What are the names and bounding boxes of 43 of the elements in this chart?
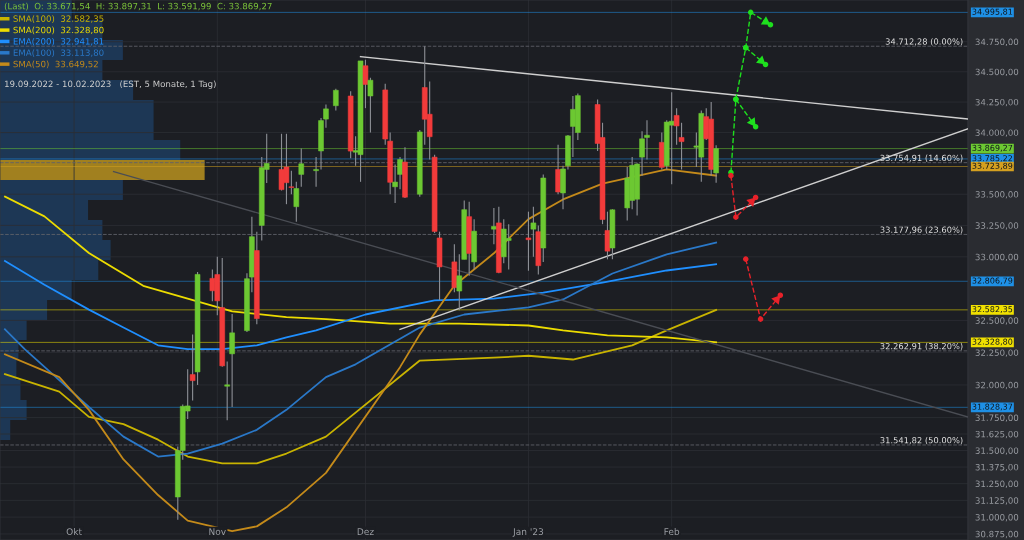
ref-line-label: 33.869,27 xyxy=(972,144,1013,152)
y-tick-label: 34.250,00 xyxy=(975,98,1019,107)
x-tick-label: Feb xyxy=(664,528,680,536)
text: 19.09.2022 - 10.02.2023 (EST, 5 Monate, 1 Tag) xyxy=(5,80,216,89)
ref-line-label: 33.785,22 xyxy=(972,155,1013,163)
ref-line-label: 34.712,28 (0.00%) xyxy=(885,38,963,46)
legend-label: SMA(200) 32.328,80 xyxy=(13,26,104,35)
ref-line-label: 32.262,91 (38.20%) xyxy=(880,342,963,351)
y-tick-label: 33.000,00 xyxy=(975,253,1019,262)
ref-line-label: 33.754,91 (14.60%) xyxy=(880,154,963,163)
chart-title: (Last) O: 33.671,54 H: 33.897,31 L: 33.591,99 C: 33.869,27 xyxy=(4,2,272,11)
y-tick-label: 31.125,00 xyxy=(975,497,1019,505)
x-tick-label: Nov xyxy=(209,528,226,536)
legend-label: SMA(100) 32.582,35 xyxy=(13,15,104,23)
y-tick-label: 31.250,00 xyxy=(975,480,1019,488)
y-tick-label: 33.500,00 xyxy=(975,191,1019,199)
y-tick-label: 32.250,00 xyxy=(975,349,1019,357)
y-tick-label: 30.875,00 xyxy=(975,530,1019,539)
y-tick-label: 31.750,00 xyxy=(975,414,1019,422)
ref-line-label: 31.828,37 xyxy=(972,403,1013,411)
y-tick-label: 31.500,00 xyxy=(975,447,1019,455)
ref-line-label: 33.177,96 (23.60%) xyxy=(880,226,963,234)
ref-line-label: 32.806,79 xyxy=(972,277,1013,285)
legend-label: SMA(50) 33.649,52 xyxy=(13,60,98,69)
y-tick-label: 31.625,00 xyxy=(975,430,1019,439)
x-tick-label: Dez xyxy=(357,528,374,536)
ref-line-label: 32.582,35 xyxy=(972,306,1013,314)
y-tick-label: 34.500,00 xyxy=(975,68,1019,77)
y-tick-label: 34.750,00 xyxy=(975,38,1019,46)
ref-line-label: 31.541,82 (50.00%) xyxy=(880,436,963,445)
y-tick-label: 33.250,00 xyxy=(975,222,1019,230)
ref-line-label: 33.723,89 xyxy=(972,162,1013,170)
y-tick-label: 32.000,00 xyxy=(975,381,1019,390)
y-tick-label: 31.000,00 xyxy=(975,513,1019,522)
legend-label: EMA(200) 32.941,81 xyxy=(13,37,104,46)
legend-label: EMA(100) 33.113,80 xyxy=(13,49,104,57)
y-tick-label: 31.375,00 xyxy=(975,463,1019,472)
ref-line-label: 32.328,80 xyxy=(972,338,1013,346)
x-tick-label: Jan '23 xyxy=(512,528,544,537)
y-tick-label: 34.000,00 xyxy=(975,129,1019,137)
x-tick-label: Okt xyxy=(66,528,82,536)
y-tick-label: 32.500,00 xyxy=(975,317,1019,325)
ref-line-label: 34.995,81 xyxy=(972,8,1013,16)
